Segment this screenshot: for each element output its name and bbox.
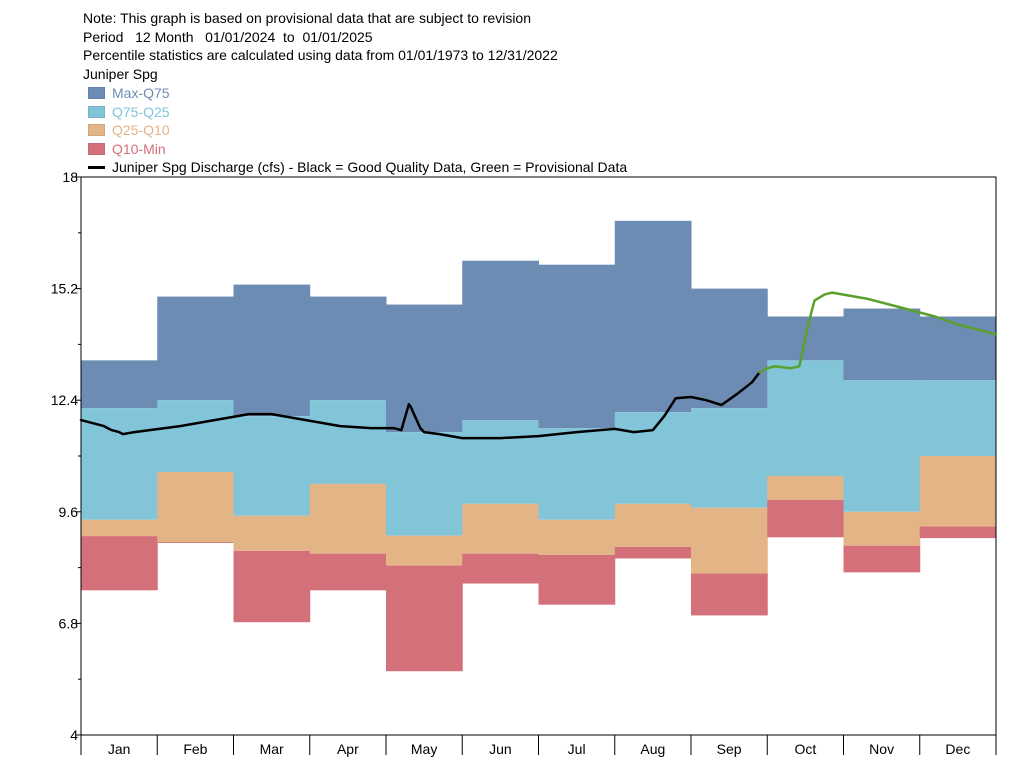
bar-q10-min-nov <box>843 545 921 573</box>
y-tick-label: 15.2 <box>51 281 78 297</box>
y-tick-label: 18 <box>62 169 78 185</box>
discharge-line-good-quality <box>79 371 761 440</box>
x-tick-label-nov: Nov <box>869 741 894 757</box>
x-tick-label-jan: Jan <box>108 741 131 757</box>
station-name: Juniper Spg <box>83 65 158 82</box>
legend-label: Max-Q75 <box>112 85 170 101</box>
bar-max-q75-nov <box>843 308 921 381</box>
bar-q75-q25-aug <box>614 412 692 504</box>
bar-q75-q25-dec <box>919 380 997 456</box>
legend-swatch <box>88 87 105 100</box>
bar-q10-min-feb <box>157 542 234 543</box>
bar-max-q75-may <box>386 304 463 433</box>
bar-q75-q25-nov <box>843 380 921 512</box>
x-tick-label-apr: Apr <box>337 741 359 757</box>
bar-q10-min-oct <box>767 499 844 538</box>
legend-item-q25-q10: Q25-Q10 <box>88 121 627 140</box>
bar-max-q75-dec <box>919 316 997 381</box>
legend-item-max-q75: Max-Q75 <box>88 84 627 103</box>
bar-q75-q25-sep <box>691 408 768 508</box>
bar-q25-q10-feb <box>157 471 234 543</box>
legend-label: Q75-Q25 <box>112 103 170 120</box>
bar-q75-q25-mar <box>233 416 311 516</box>
bar-max-q75-feb <box>157 296 234 401</box>
bar-q25-q10-jan <box>81 519 158 537</box>
note-text: Note: This graph is based on provisional… <box>83 10 531 26</box>
bar-max-q75-aug <box>614 220 692 413</box>
bar-q25-q10-nov <box>843 511 921 546</box>
bar-q10-min-dec <box>919 526 997 539</box>
legend-swatch <box>88 105 105 118</box>
bar-q25-q10-sep <box>691 507 768 574</box>
bar-q10-min-jun <box>462 553 539 584</box>
x-tick-label-aug: Aug <box>640 741 665 757</box>
bar-q10-min-mar <box>233 550 311 623</box>
legend-label: Juniper Spg Discharge (cfs) - Black = Go… <box>112 159 628 175</box>
legend-item-q10-min: Q10-Min <box>88 140 627 159</box>
bar-q25-q10-aug <box>614 503 692 547</box>
bar-q25-q10-jul <box>538 519 616 555</box>
bar-q10-min-apr <box>309 553 387 591</box>
legend-swatch <box>88 142 105 155</box>
bar-q25-q10-jun <box>462 503 539 554</box>
bar-q75-q25-feb <box>157 400 234 472</box>
bar-q10-min-aug <box>614 546 692 559</box>
period-text: Period 12 Month 01/01/2024 to 01/01/2025 <box>83 28 373 45</box>
legend-label: Q10-Min <box>112 140 166 157</box>
bar-max-q75-jan <box>81 360 158 409</box>
discharge-line-provisional <box>758 291 998 374</box>
bar-max-q75-jul <box>538 264 616 429</box>
bar-q75-q25-oct <box>767 360 844 476</box>
legend-label: Q25-Q10 <box>112 122 170 138</box>
bar-q75-q25-may <box>386 432 463 536</box>
x-tick-label-mar: Mar <box>260 741 284 757</box>
bar-q25-q10-mar <box>233 515 311 551</box>
legend-swatch <box>88 124 105 137</box>
legend-line-swatch <box>88 165 105 169</box>
bar-max-q75-mar <box>233 284 311 417</box>
x-tick-label-oct: Oct <box>794 741 816 757</box>
x-tick-label-may: May <box>411 741 437 757</box>
y-tick-label: 9.6 <box>59 504 79 520</box>
bar-q75-q25-jun <box>462 420 539 504</box>
y-tick-label: 4 <box>70 727 78 743</box>
chart-header: Note: This graph is based on provisional… <box>83 9 558 83</box>
bar-q10-min-sep <box>691 573 768 616</box>
bar-q10-min-jan <box>81 536 158 591</box>
y-tick-label: 6.8 <box>59 615 79 631</box>
bar-max-q75-apr <box>309 296 387 401</box>
x-tick-label-feb: Feb <box>183 741 207 757</box>
bar-max-q75-sep <box>691 288 768 409</box>
legend-item-q75-q25: Q75-Q25 <box>88 103 627 122</box>
x-tick-label-sep: Sep <box>717 741 742 757</box>
y-tick-label: 12.4 <box>51 392 78 408</box>
bar-q25-q10-oct <box>767 475 844 500</box>
percentile-text: Percentile statistics are calculated usi… <box>83 47 558 63</box>
bar-q10-min-jul <box>538 554 616 605</box>
bar-q75-q25-jul <box>538 428 616 520</box>
legend-item-discharge-line: Juniper Spg Discharge (cfs) - Black = Go… <box>88 158 627 177</box>
chart-legend: Max-Q75 Q75-Q25 Q25-Q10 Q10-Min Juniper … <box>88 84 627 177</box>
x-tick-label-dec: Dec <box>945 741 970 757</box>
bar-q25-q10-may <box>386 535 463 566</box>
bar-q75-q25-jan <box>81 408 158 520</box>
bar-q25-q10-apr <box>309 483 387 554</box>
x-tick-label-jun: Jun <box>489 741 512 757</box>
bar-q25-q10-dec <box>919 456 997 527</box>
bar-q75-q25-apr <box>309 400 387 484</box>
x-tick-label-jul: Jul <box>568 741 586 757</box>
bar-max-q75-jun <box>462 260 539 421</box>
bar-q10-min-may <box>386 565 463 672</box>
